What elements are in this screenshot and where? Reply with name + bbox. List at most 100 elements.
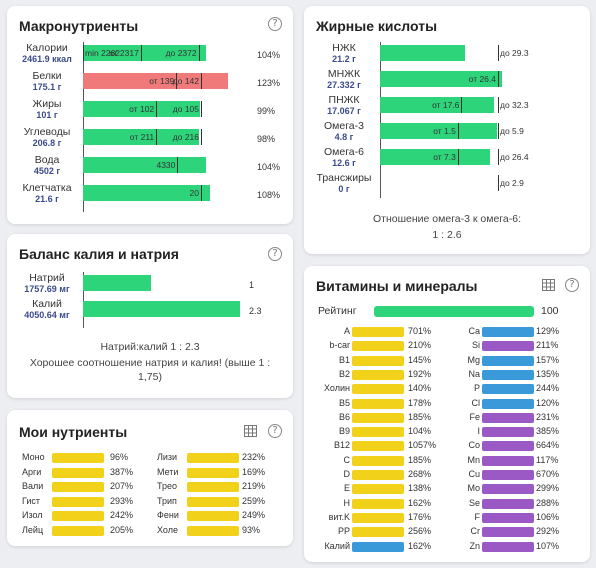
vitamin-name: вит.K	[328, 511, 350, 522]
vitamin-percent: 145%	[408, 354, 432, 365]
vitamin-percent: 664%	[536, 440, 560, 451]
vitamin-name: B9	[338, 426, 350, 437]
nutrient-name: Холе	[157, 524, 178, 535]
vitamin-name: Si	[471, 340, 480, 351]
vitamin-bar	[482, 455, 534, 466]
vitamin-bar	[482, 541, 534, 552]
vitamin-item: D 268%	[304, 469, 590, 481]
norm-label: до 2372	[165, 48, 197, 58]
nutrient-item: Фени 249%	[7, 510, 293, 522]
norm-tick	[201, 73, 202, 89]
vitamin-name: B1	[338, 354, 350, 365]
norm-label: до 5.9	[500, 126, 524, 136]
nutrient-name: Жиры	[32, 98, 62, 110]
vitamin-name: I	[477, 426, 480, 437]
nutrient-percent: 232%	[242, 452, 266, 462]
vitamin-bar	[482, 355, 534, 366]
potassium-sodium-balance-card: Баланс калия и натрия ? Натрий 1757.69 мг…	[7, 234, 293, 398]
fatty-name: Трансжиры	[316, 172, 372, 184]
vitamin-item: Na 135%	[304, 369, 590, 381]
vitamin-percent: 670%	[536, 469, 560, 479]
norm-label: от 17.6	[432, 100, 460, 110]
nutrient-bar	[187, 482, 239, 492]
mineral-name: Натрий	[29, 272, 65, 284]
nutrient-bar	[187, 511, 239, 521]
vitamin-item: PP 256%	[304, 526, 590, 538]
help-icon[interactable]: ?	[268, 247, 282, 261]
nutrient-bar	[52, 467, 104, 478]
nutrient-percent: 96%	[110, 452, 129, 462]
vitamin-name: C	[343, 454, 351, 465]
vitamin-item: B6 185%	[304, 412, 590, 424]
nutrient-label: Белки 175.1 г	[9, 71, 85, 93]
table-icon[interactable]	[244, 425, 257, 437]
fatty-label: МНЖК 27.332 г	[306, 69, 382, 91]
norm-label: от 2317	[109, 48, 139, 58]
balance-chart: Натрий 1757.69 мг 1 Калий 4050.64 мг 2.3	[9, 272, 291, 328]
help-icon[interactable]: ?	[268, 17, 282, 31]
vitamin-bar	[482, 498, 534, 509]
fatty-name: Омега-3	[323, 120, 364, 132]
norm-tick	[498, 71, 499, 87]
vitamin-name: A	[343, 326, 350, 336]
vitamin-bar	[352, 512, 404, 523]
help-icon[interactable]: ?	[565, 278, 579, 292]
vitamin-name: F	[474, 511, 481, 522]
mineral-name: Калий	[32, 298, 62, 310]
vitamin-name: Co	[468, 440, 480, 451]
nutrient-percent: 242%	[110, 510, 134, 520]
vitamin-bar	[352, 327, 404, 337]
vitamins-minerals-card: Витамины и минералы ? Рейтинг 100 A 701% b…	[304, 266, 590, 562]
vitamin-name: Калий	[324, 540, 350, 551]
bar-container: от 102 до 105	[83, 101, 243, 117]
norm-tick	[156, 101, 158, 117]
fatty-value: 0 г	[338, 184, 350, 194]
vitamin-percent: 288%	[536, 497, 560, 508]
fatty-label: Омега-6 12.6 г	[306, 146, 382, 169]
norm-tick	[156, 129, 158, 145]
nutrient-item: Арги 387%	[7, 467, 293, 479]
chart-axis	[83, 42, 84, 212]
percent-label: 104%	[257, 50, 281, 60]
vitamin-item: B2 192%	[304, 369, 590, 381]
bar-container: от 1.5 до 5.9	[380, 123, 550, 139]
vitamin-bar	[352, 455, 404, 466]
vitamin-name: Zn	[469, 540, 480, 551]
table-icon[interactable]	[542, 279, 555, 291]
norm-label: от 7.3	[433, 152, 456, 162]
macro-row: Вода 4502 г 4330 104%	[9, 154, 291, 178]
mineral-value: 1757.69 мг	[24, 284, 70, 294]
nutrient-name: Углеводы	[23, 126, 71, 138]
norm-label: до 2.9	[500, 178, 524, 188]
vitamin-bar	[482, 512, 534, 523]
vitamin-item: Mn 117%	[304, 455, 590, 467]
nutrient-percent: 205%	[110, 524, 134, 535]
norm-label: до 29.3	[500, 48, 529, 58]
macronutrients-chart: Калории 2461.9 ккал min 2262 от 2317 до 2372…	[9, 42, 291, 212]
vitamin-name: Cl	[471, 397, 481, 408]
rating-bar-track	[374, 306, 534, 317]
vitamins-title: Витамины и минералы	[316, 278, 478, 294]
vitamin-item: Co 664%	[304, 440, 590, 452]
value-bar	[380, 45, 465, 61]
vitamin-percent: 268%	[408, 469, 432, 479]
fatty-name: Омега-6	[323, 146, 364, 158]
vitamin-percent: 107%	[536, 540, 560, 551]
vitamin-item: вит.K 176%	[304, 512, 590, 524]
my-nutrients-title: Мои нутриенты	[19, 424, 128, 440]
nutrient-percent: 293%	[110, 495, 134, 506]
vitamin-percent: 299%	[536, 483, 560, 494]
nutrient-name: Арги	[22, 466, 42, 477]
nutrient-percent: 387%	[110, 466, 134, 477]
vitamin-name: Mn	[467, 454, 480, 465]
rating-value: 100	[541, 305, 559, 317]
help-icon[interactable]: ?	[268, 424, 282, 438]
vitamin-bar	[482, 341, 534, 352]
vitamin-percent: 185%	[408, 411, 432, 422]
vitamin-bar	[482, 369, 534, 380]
nutrient-label: Калории 2461.9 ккал	[9, 43, 85, 65]
vitamin-item: B9 104%	[304, 426, 590, 438]
fatty-label: ПНЖК 17.067 г	[306, 95, 382, 117]
nutrient-label: Углеводы 206.8 г	[9, 126, 85, 149]
vitamin-item: Mo 299%	[304, 483, 590, 495]
